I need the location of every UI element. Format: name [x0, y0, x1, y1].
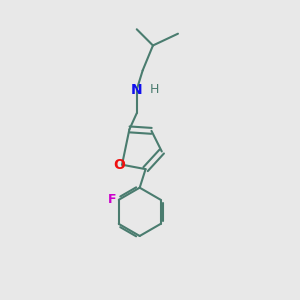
Text: H: H: [150, 83, 159, 96]
Text: N: N: [131, 82, 142, 97]
Text: F: F: [108, 193, 117, 206]
Text: O: O: [114, 158, 126, 172]
